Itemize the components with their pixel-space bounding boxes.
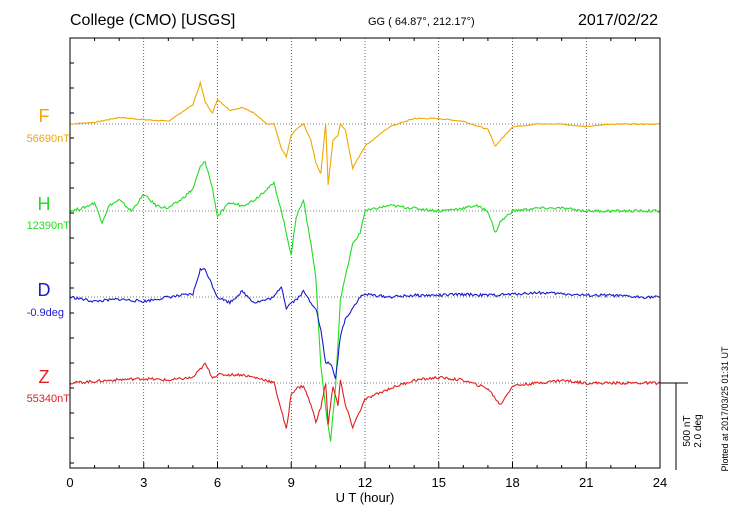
component-label-f: F (38, 106, 50, 126)
x-axis-label: U T (hour) (336, 490, 395, 505)
x-ticks (69, 38, 661, 468)
component-label-d: D (37, 280, 51, 300)
scale-bar (660, 382, 688, 470)
component-label-h: H (37, 194, 51, 214)
component-value-z: 55340nT (26, 393, 70, 405)
x-tick-label: 18 (505, 475, 519, 490)
x-tick-label: 0 (66, 475, 73, 490)
plotted-timestamp: Plotted at 2017/03/25 01:31 UT (720, 346, 730, 472)
x-tick-label: 9 (288, 475, 295, 490)
series-line-f (69, 80, 661, 185)
series-line-h (69, 161, 661, 442)
x-tick-label: 12 (358, 475, 372, 490)
scale-bar-label: 500 nT 2.0 deg (682, 396, 704, 466)
station-coordinates: GG ( 64.87°, 212.17°) (368, 16, 475, 28)
scale-deg: 2.0 deg (693, 414, 704, 448)
component-value-h: 12390nT (26, 220, 70, 232)
x-tick-label: 24 (653, 475, 667, 490)
series-line-z (69, 362, 661, 430)
component-value-f: 56690nT (26, 133, 70, 145)
x-tick-label: 15 (432, 475, 446, 490)
x-tick-label: 6 (214, 475, 221, 490)
x-tick-label: 3 (140, 475, 147, 490)
plot-frame (69, 37, 661, 469)
series-line-d (69, 267, 661, 379)
chart-date: 2017/02/22 (578, 12, 659, 29)
component-value-d: -0.9deg (26, 307, 64, 319)
x-tick-label: 21 (579, 475, 593, 490)
x-tick-labels: 0 3 6 9 12 15 18 21 24 (66, 475, 667, 490)
data-traces (69, 80, 661, 442)
component-label-z: Z (38, 367, 50, 387)
station-title: College (CMO) [USGS] (70, 12, 236, 29)
scale-nt: 500 nT (682, 415, 693, 447)
grid-lines (143, 38, 587, 468)
